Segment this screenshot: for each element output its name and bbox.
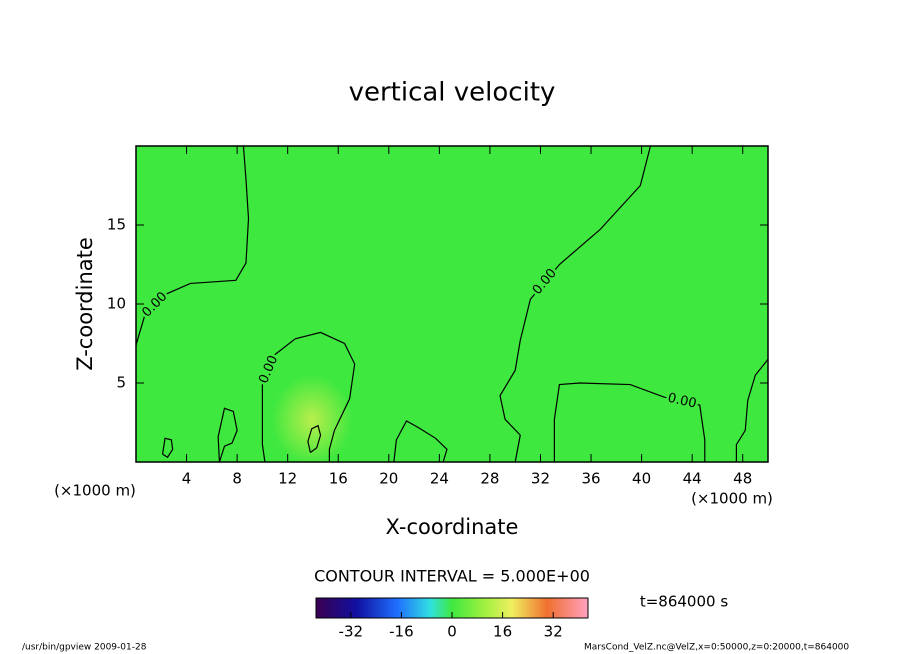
contour-label-bg: [256, 352, 282, 388]
x-tick-label: 32: [531, 470, 550, 488]
colorbar-tick-label: -32: [339, 623, 364, 641]
y-axis-label: Z-coordinate: [73, 237, 97, 371]
y-tick-label: 15: [107, 216, 126, 234]
contour-label: 0.00: [666, 391, 698, 412]
contour-line: [393, 420, 448, 463]
x-tick-label: 20: [379, 470, 398, 488]
footer-right: MarsCond_VelZ.nc@VelZ,x=0:50000,z=0:2000…: [584, 643, 849, 653]
y-tick-label: 10: [107, 295, 126, 313]
contour-line: [261, 331, 356, 463]
contour-interval: CONTOUR INTERVAL = 5.000E+00: [314, 567, 590, 586]
contour-label-bg: [664, 390, 700, 412]
time-label: t=864000 s: [640, 593, 728, 611]
x-tick-label: 4: [182, 470, 192, 488]
contour-line: [217, 407, 238, 463]
x-tick-label: 12: [278, 470, 297, 488]
x-tick-label: 28: [480, 470, 499, 488]
contour-label-bg: [529, 265, 561, 299]
x-tick-label: 48: [733, 470, 752, 488]
x-tick-label: 36: [581, 470, 600, 488]
contour-line: [499, 145, 652, 463]
colorbar-tick-label: 16: [493, 623, 512, 641]
y-tick-label: 5: [116, 374, 126, 392]
x-axis-label: X-coordinate: [386, 515, 519, 539]
chart-title: vertical velocity: [349, 78, 556, 108]
contour-line: [307, 424, 322, 453]
x-tick-label: 40: [632, 470, 651, 488]
contour-label-bg: [138, 288, 172, 322]
colorbar-tick-label: 0: [447, 623, 457, 641]
field: [136, 146, 768, 462]
colorbar-tick-label: 32: [544, 623, 563, 641]
field-highlight: [272, 375, 352, 465]
colorbar-tick-label: -16: [389, 623, 414, 641]
contour-line: [161, 437, 174, 459]
x-tick-label: 16: [329, 470, 348, 488]
plot-area: 0.000.000.000.00: [135, 145, 769, 465]
x-tick-label: 44: [683, 470, 702, 488]
x-unit-label: (×1000 m): [54, 482, 136, 500]
footer-left: /usr/bin/gpview 2009-01-28: [22, 643, 147, 653]
x-unit-label: (×1000 m): [691, 490, 773, 508]
x-tick-label: 24: [430, 470, 449, 488]
contour-line: [553, 382, 706, 462]
x-tick-label: 8: [232, 470, 242, 488]
contour-line: [735, 358, 769, 462]
